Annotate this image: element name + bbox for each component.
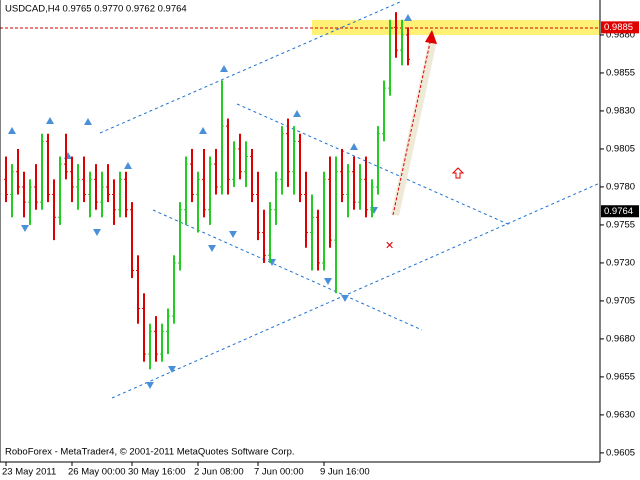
y-tick-label: 0.9630 bbox=[606, 409, 635, 420]
trend-line bbox=[111, 182, 601, 399]
y-tick-label: 0.9805 bbox=[606, 143, 635, 154]
x-tick-label: 7 Jun 00:00 bbox=[254, 467, 304, 478]
x-tick-label: 9 Jun 16:00 bbox=[320, 467, 370, 478]
last-price-box bbox=[601, 205, 639, 218]
y-tick-label: 0.9730 bbox=[606, 257, 635, 268]
trend-line bbox=[99, 1, 401, 134]
chart-title: USDCAD,H4 0.9765 0.9770 0.9762 0.9764 bbox=[5, 4, 187, 15]
y-tick-label: 0.9780 bbox=[606, 181, 635, 192]
x-tick-label: 23 May 2011 bbox=[2, 467, 56, 478]
forecast-arrow bbox=[392, 37, 432, 216]
level-price-label: 0.9885 bbox=[604, 22, 633, 33]
up-arrow-marker bbox=[451, 167, 465, 179]
y-tick-label: 0.9880 bbox=[606, 29, 635, 40]
footer: RoboForex - MetaTrader4, © 2001-2011 Met… bbox=[5, 447, 295, 458]
forecast-arrow-head bbox=[425, 30, 437, 44]
y-tick-label: 0.9755 bbox=[606, 219, 635, 230]
y-tick-label: 0.9655 bbox=[606, 371, 635, 382]
cross-marker: ✕ bbox=[385, 240, 394, 252]
y-tick-label: 0.9605 bbox=[606, 447, 635, 458]
y-tick-label: 0.9855 bbox=[606, 67, 635, 78]
trend-line bbox=[152, 209, 423, 331]
arrow-shadow bbox=[391, 39, 437, 216]
x-tick-label: 30 May 16:00 bbox=[128, 467, 186, 478]
last-price-label: 0.9764 bbox=[604, 206, 633, 217]
x-tick-label: 2 Jun 08:00 bbox=[194, 467, 244, 478]
y-tick-label: 0.9680 bbox=[606, 333, 635, 344]
y-tick-label: 0.9705 bbox=[606, 295, 635, 306]
y-tick-label: 0.9830 bbox=[606, 105, 635, 116]
x-tick-label: 26 May 00:00 bbox=[68, 467, 126, 478]
level-price-box bbox=[601, 21, 639, 34]
trend-line bbox=[236, 103, 511, 226]
